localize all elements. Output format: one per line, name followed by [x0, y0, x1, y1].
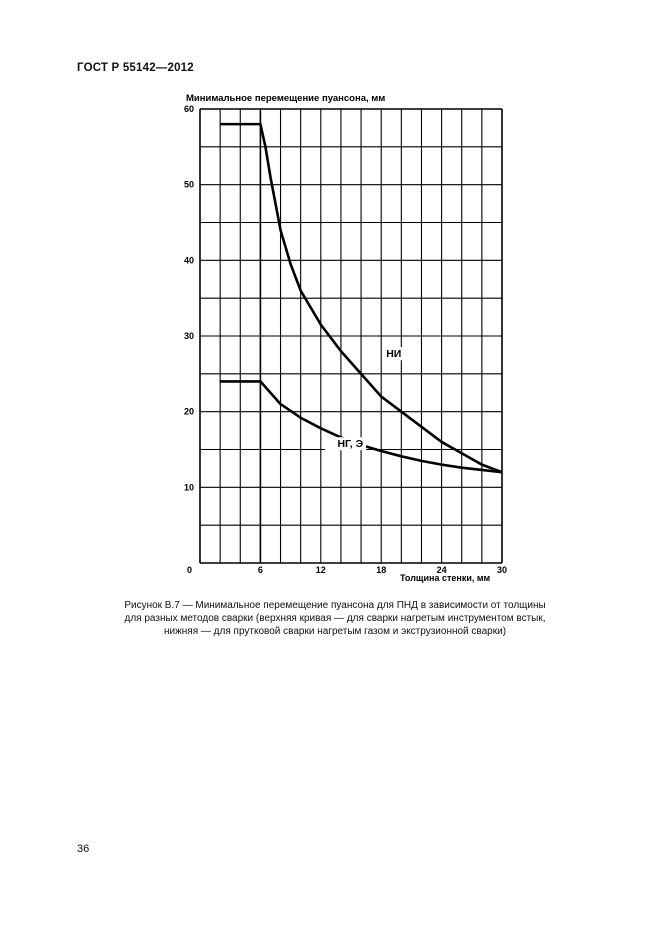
x-tick-label: 18 — [376, 565, 386, 575]
y-tick-label: 40 — [184, 255, 194, 265]
series-label: НГ, Э — [337, 438, 363, 450]
x-tick-label: 30 — [497, 565, 507, 575]
axis-ticks: 0 6 12 18 24 30 10 20 30 40 50 60 — [184, 104, 507, 575]
document-header: ГОСТ Р 55142—2012 — [77, 62, 194, 74]
y-tick-label: 20 — [184, 407, 194, 417]
x-tick-label: 0 — [187, 565, 192, 575]
y-tick-label: 30 — [184, 331, 194, 341]
x-tick-label: 24 — [437, 565, 447, 575]
x-tick-label: 12 — [316, 565, 326, 575]
y-tick-label: 10 — [184, 482, 194, 492]
series-line — [220, 122, 503, 474]
chart-series: НИ НГ, Э — [220, 122, 503, 474]
caption-line: нижняя — для прутковой сварки нагретым г… — [163, 626, 507, 637]
y-tick-label: 60 — [184, 104, 194, 114]
page-number: 36 — [77, 843, 90, 855]
chart-grid — [199, 108, 503, 564]
caption-line: для разных методов сварки (верхняя крива… — [124, 613, 546, 624]
series-label: НИ — [386, 348, 401, 360]
x-axis-label: Толщина стенки, мм — [400, 573, 491, 583]
caption-line: Рисунок В.7 — Минимальное перемещение пу… — [124, 600, 546, 611]
y-tick-label: 50 — [184, 180, 194, 190]
series-label-background — [384, 347, 405, 361]
x-tick-label: 6 — [258, 565, 263, 575]
series-label-background — [325, 437, 367, 451]
figure-caption: Рисунок В.7 — Минимальное перемещение пу… — [110, 599, 560, 638]
y-axis-label: Минимальное перемещение пуансона, мм — [186, 93, 385, 104]
